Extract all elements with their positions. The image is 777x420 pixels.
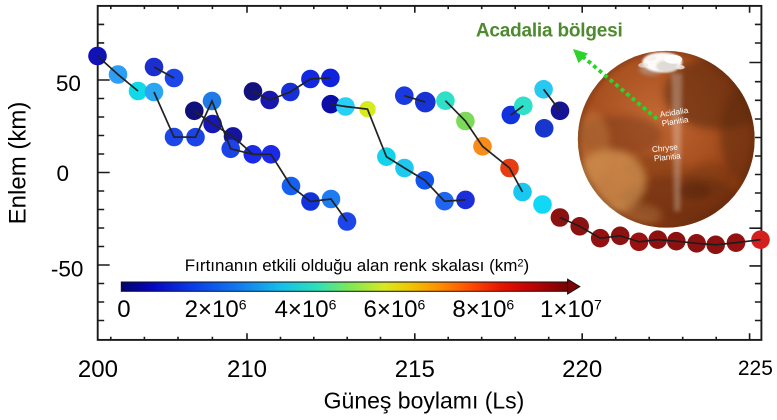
svg-text:210: 210 bbox=[227, 356, 267, 383]
svg-text:2×106: 2×106 bbox=[185, 296, 247, 323]
svg-text:Güneş boylamı (Ls): Güneş boylamı (Ls) bbox=[324, 388, 525, 414]
svg-text:220: 220 bbox=[562, 356, 602, 383]
svg-text:4×106: 4×106 bbox=[275, 296, 337, 323]
svg-text:Chryse: Chryse bbox=[652, 143, 679, 155]
svg-text:1×107: 1×107 bbox=[540, 296, 602, 323]
svg-text:8×106: 8×106 bbox=[452, 296, 514, 323]
svg-text:Acadalia bölgesi: Acadalia bölgesi bbox=[476, 21, 623, 42]
svg-text:0: 0 bbox=[57, 161, 70, 186]
svg-text:6×106: 6×106 bbox=[363, 296, 425, 323]
svg-text:225: 225 bbox=[738, 357, 773, 380]
svg-text:50: 50 bbox=[56, 71, 81, 96]
svg-text:Enlem (km): Enlem (km) bbox=[4, 102, 31, 225]
svg-text:200: 200 bbox=[78, 356, 118, 383]
svg-text:Acidalia: Acidalia bbox=[659, 106, 689, 119]
svg-text:0: 0 bbox=[117, 296, 130, 323]
svg-text:Planitia: Planitia bbox=[654, 151, 682, 163]
svg-text:-50: -50 bbox=[51, 256, 84, 281]
svg-text:215: 215 bbox=[395, 356, 435, 383]
svg-text:Fırtınanın etkili olduğu alan: Fırtınanın etkili olduğu alan renk skala… bbox=[185, 256, 529, 275]
svg-text:Planitia: Planitia bbox=[661, 115, 689, 128]
